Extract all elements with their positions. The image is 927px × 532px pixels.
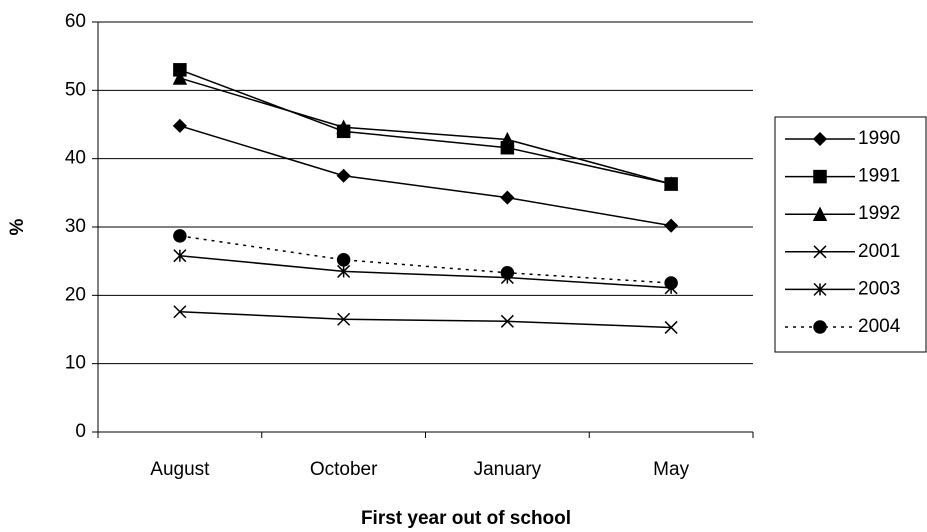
series-line [179,69,672,185]
legend-label: 2003 [858,278,900,299]
legend-marker [813,320,827,334]
y-tick-label: 10 [65,353,86,374]
marker [173,305,187,319]
legend-label: 1992 [858,203,900,224]
series-line [179,310,672,329]
marker [173,249,187,263]
legend-marker [812,206,828,221]
legend-label: 2004 [858,316,901,337]
legend-label: 2001 [858,241,900,262]
x-tick-label: October [310,459,378,480]
y-tick-label: 60 [65,11,86,32]
legend-marker [813,282,827,296]
marker [664,218,679,233]
marker [336,119,351,134]
legend-marker [812,131,828,147]
x-axis-title: First year out of school [361,508,571,529]
series-line [179,125,672,227]
marker [664,276,678,290]
series-line [179,77,672,185]
marker [500,314,514,328]
marker [664,320,678,334]
marker [172,70,188,85]
legend-label: 1990 [858,128,900,149]
y-tick-label: 20 [65,284,86,305]
marker [500,131,515,147]
legend-label: 1991 [858,166,900,187]
legend-marker [813,245,827,259]
marker [173,229,187,243]
y-tick-label: 30 [65,216,86,237]
legend-marker [813,169,827,184]
marker [337,312,351,326]
y-tick-label: 0 [75,421,86,442]
series-line [179,235,672,284]
y-axis-title: % [7,218,28,235]
x-tick-label: May [653,459,689,480]
marker [500,266,515,280]
marker [336,168,351,183]
marker [172,118,187,133]
marker [337,264,351,278]
y-tick-label: 50 [65,79,86,100]
y-tick-label: 40 [65,148,86,169]
series-line [179,254,672,289]
marker [663,176,679,191]
x-tick-label: January [474,459,542,480]
x-tick-label: August [150,459,210,480]
legend-box [774,116,927,353]
marker [500,190,515,205]
marker [336,253,351,267]
